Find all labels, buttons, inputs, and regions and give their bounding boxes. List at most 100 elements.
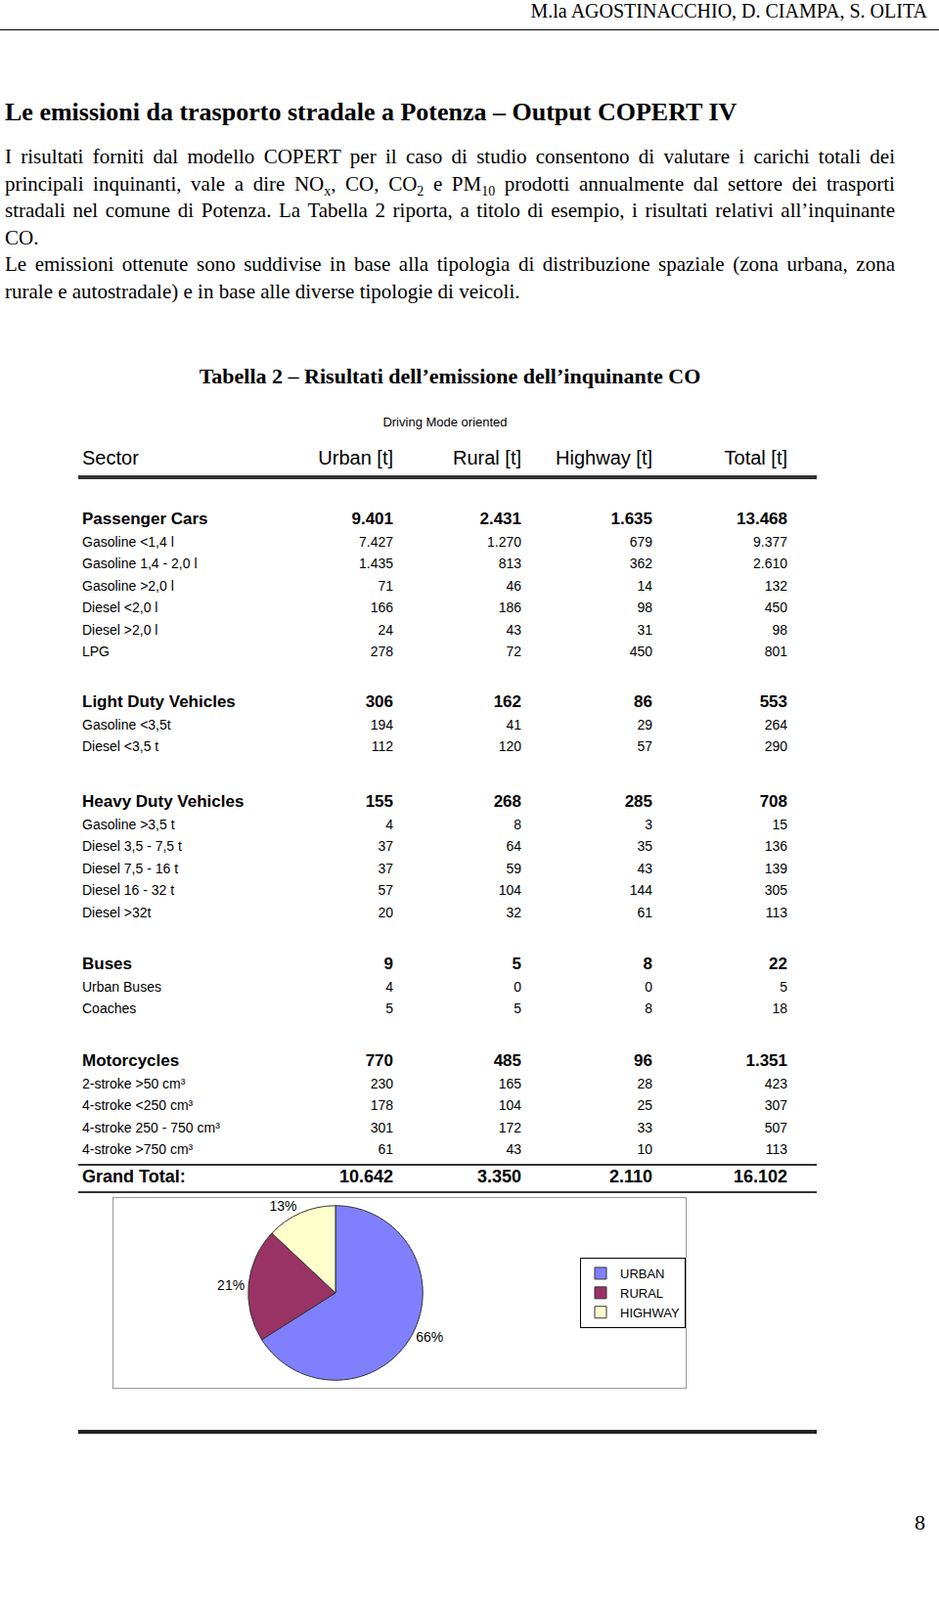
html-text:2.610: 2.610	[753, 555, 788, 572]
html-text:194: 194	[370, 716, 394, 733]
html-text:Gasoline 1,4 - 2,0 l: Gasoline 1,4 - 2,0 l	[82, 555, 198, 572]
html-text:1.635: 1.635	[610, 509, 653, 528]
html-text:9.377: 9.377	[753, 533, 788, 550]
html-text:37: 37	[377, 838, 394, 855]
svg-text:RURAL: RURAL	[620, 1286, 664, 1301]
html-text:450: 450	[629, 643, 653, 660]
html-text:96: 96	[633, 1051, 653, 1070]
html-text:104: 104	[498, 1097, 522, 1114]
html-text:Urban Buses: Urban Buses	[82, 978, 162, 995]
html-text:166: 166	[370, 599, 394, 616]
html-text:Coaches: Coaches	[82, 1000, 137, 1017]
html-text:290: 290	[764, 738, 788, 755]
html-text:13.468: 13.468	[736, 509, 788, 528]
html-text:Diesel 16 - 32 t: Diesel 16 - 32 t	[82, 882, 175, 899]
html-text:9.401: 9.401	[351, 509, 394, 528]
html-text:423: 423	[764, 1075, 788, 1092]
html-text:22: 22	[768, 954, 788, 974]
html-text:144: 144	[629, 882, 653, 899]
html-text:71: 71	[377, 577, 394, 594]
html-text:813: 813	[498, 555, 522, 572]
html-text:362: 362	[629, 555, 653, 572]
html-text:278: 278	[370, 643, 394, 660]
svg-text:13%: 13%	[269, 1198, 298, 1214]
html-text:2-stroke >50 cm³: 2-stroke >50 cm³	[82, 1075, 186, 1092]
html-text:Buses: Buses	[82, 954, 133, 974]
html-text:LPG: LPG	[82, 643, 110, 660]
html-text:450: 450	[764, 599, 788, 616]
html-text:Gasoline >2,0 l: Gasoline >2,0 l	[82, 577, 174, 594]
html-text:801: 801	[764, 643, 788, 660]
html-text:Motorcycles: Motorcycles	[82, 1051, 180, 1070]
html-text:1.270: 1.270	[487, 533, 522, 550]
html-text:Diesel <2,0 l: Diesel <2,0 l	[82, 599, 158, 616]
html-text:Diesel 7,5 - 16 t: Diesel 7,5 - 16 t	[82, 860, 179, 877]
html-text:305: 305	[764, 882, 788, 899]
html-text:10.642: 10.642	[339, 1167, 394, 1187]
html-text:264: 264	[764, 716, 788, 733]
html-text:Le emissioni da trasporto stra: Le emissioni da trasporto stradale a Pot…	[4, 97, 737, 127]
html-text:Diesel 3,5 - 7,5 t: Diesel 3,5 - 7,5 t	[82, 838, 182, 855]
html-text:Highway [t]: Highway [t]	[555, 447, 653, 469]
html-text:679: 679	[629, 533, 653, 550]
html-text:120: 120	[498, 738, 522, 755]
html-text:Diesel >32t: Diesel >32t	[82, 904, 152, 921]
html-text:172: 172	[498, 1119, 522, 1136]
html-text:Gasoline <3,5t: Gasoline <3,5t	[82, 716, 171, 733]
html-text:Rural [t]: Rural [t]	[452, 447, 522, 469]
html-text:4-stroke 250 - 750 cm³: 4-stroke 250 - 750 cm³	[82, 1119, 220, 1136]
html-text:2.431: 2.431	[479, 509, 522, 528]
svg-text:URBAN: URBAN	[620, 1266, 666, 1282]
html-text:Heavy Duty Vehicles: Heavy Duty Vehicles	[82, 792, 244, 811]
html-text:Gasoline <1,4 l: Gasoline <1,4 l	[82, 533, 174, 550]
svg-text:66%: 66%	[415, 1329, 444, 1345]
html-text:770: 770	[365, 1051, 394, 1070]
html-text:1.435: 1.435	[358, 555, 394, 572]
html-text:708: 708	[759, 792, 788, 811]
html-text:113: 113	[765, 904, 788, 921]
html-text:165: 165	[498, 1075, 522, 1092]
html-text:485: 485	[493, 1051, 522, 1070]
html-text:285: 285	[624, 792, 653, 811]
html-text:20: 20	[377, 904, 394, 921]
html-text:136: 136	[764, 838, 788, 855]
html-text:178: 178	[370, 1097, 394, 1114]
html-text:1.351: 1.351	[745, 1051, 788, 1070]
svg-text:HIGHWAY: HIGHWAY	[620, 1305, 680, 1321]
html-text:2.110: 2.110	[609, 1167, 653, 1187]
html-text:162: 162	[493, 692, 522, 711]
html-text:16.102: 16.102	[733, 1167, 788, 1187]
html-text:553: 553	[759, 692, 788, 711]
html-text:Light Duty Vehicles: Light Duty Vehicles	[82, 692, 236, 711]
html-text:112: 112	[371, 738, 394, 755]
html-text:I risultati forniti dal modell: I risultati forniti dal modello COPERT p…	[4, 144, 895, 249]
html-text:268: 268	[493, 792, 522, 811]
html-text:M.la AGOSTINACCHIO, D. CIAMPA,: M.la AGOSTINACCHIO, D. CIAMPA, S. OLITA	[530, 0, 928, 22]
html-text:Grand Total:: Grand Total:	[82, 1167, 186, 1187]
html-text:306: 306	[365, 692, 394, 711]
svg-text:21%: 21%	[217, 1277, 245, 1294]
html-text:132: 132	[764, 577, 788, 594]
html-text:Total [t]: Total [t]	[724, 447, 788, 469]
html-text:301: 301	[370, 1119, 394, 1136]
html-text:Tabella 2 – Risultati dell’emi: Tabella 2 – Risultati dell’emissione del…	[199, 363, 701, 389]
html-text:104: 104	[498, 882, 522, 899]
html-text:86: 86	[633, 692, 653, 711]
html-text:Urban [t]: Urban [t]	[318, 447, 394, 469]
html-text:307: 307	[764, 1097, 788, 1114]
html-text:Passenger Cars: Passenger Cars	[82, 509, 208, 528]
html-text:230: 230	[370, 1075, 394, 1092]
html-text:37: 37	[377, 860, 394, 877]
html-text:Sector: Sector	[82, 447, 139, 469]
html-text:7.427: 7.427	[358, 533, 394, 550]
html-text:Diesel <3,5 t: Diesel <3,5 t	[82, 738, 159, 755]
html-text:57: 57	[377, 882, 394, 899]
html-text:3.350: 3.350	[477, 1167, 522, 1187]
html-text:139: 139	[764, 860, 788, 877]
html-text:4-stroke <250 cm³: 4-stroke <250 cm³	[82, 1097, 193, 1114]
html-text:24: 24	[377, 621, 394, 638]
html-text:186: 186	[498, 599, 522, 616]
html-text:Le emissioni ottenute sono sud: Le emissioni ottenute sono suddivise in …	[4, 252, 895, 303]
html-text:Diesel >2,0 l: Diesel >2,0 l	[82, 621, 158, 638]
html-text:155: 155	[365, 792, 394, 811]
